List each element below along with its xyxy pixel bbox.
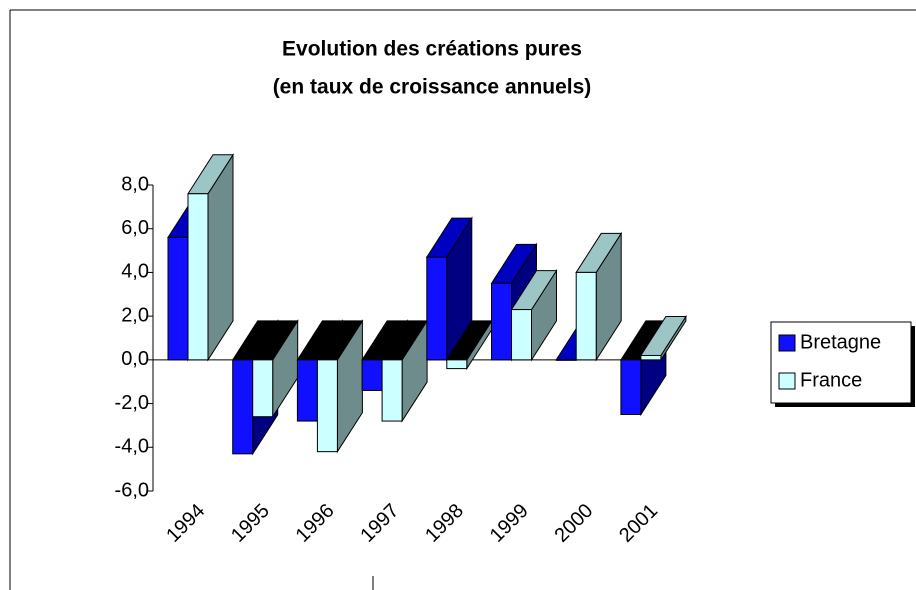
chart-subtitle: (en taux de croissance annuels) xyxy=(273,76,592,99)
bar xyxy=(620,359,642,416)
bar xyxy=(232,359,254,455)
bar xyxy=(511,309,532,361)
x-tick-label: 1994 xyxy=(162,500,209,547)
y-tick-label: 0,0 xyxy=(121,348,149,370)
bar xyxy=(252,359,274,418)
bar xyxy=(361,359,383,391)
x-tick-label: 2001 xyxy=(615,500,662,547)
legend-swatch xyxy=(778,372,796,390)
x-tick-label: 1995 xyxy=(227,500,274,547)
y-tick-label: -2,0 xyxy=(115,392,149,414)
bar xyxy=(187,193,209,361)
bar xyxy=(491,282,512,361)
bar xyxy=(381,359,403,422)
x-tick-label: 1996 xyxy=(292,500,339,547)
y-tick-label: 8,0 xyxy=(121,173,149,195)
y-tick-label: 2,0 xyxy=(121,304,149,326)
y-tick-label: -6,0 xyxy=(115,479,149,501)
bar xyxy=(426,256,448,361)
y-tick-label: 6,0 xyxy=(121,217,149,239)
bar xyxy=(167,236,189,361)
x-tick-label: 1998 xyxy=(421,500,468,547)
chart-title: Evolution des créations pures xyxy=(282,38,582,61)
legend-label: France xyxy=(800,369,862,391)
x-tick-label: 2000 xyxy=(550,500,597,547)
bar xyxy=(296,359,318,422)
bar xyxy=(555,359,577,361)
bar xyxy=(316,359,338,453)
x-tick-label: 1997 xyxy=(356,500,403,547)
y-tick-label: -4,0 xyxy=(115,436,149,458)
bar xyxy=(446,359,468,370)
bar xyxy=(640,354,662,361)
y-tick-label: 4,0 xyxy=(121,261,149,283)
bar xyxy=(575,271,597,361)
legend-swatch xyxy=(778,334,796,352)
legend-label: Bretagne xyxy=(800,331,881,353)
x-tick-label: 1999 xyxy=(486,500,533,547)
